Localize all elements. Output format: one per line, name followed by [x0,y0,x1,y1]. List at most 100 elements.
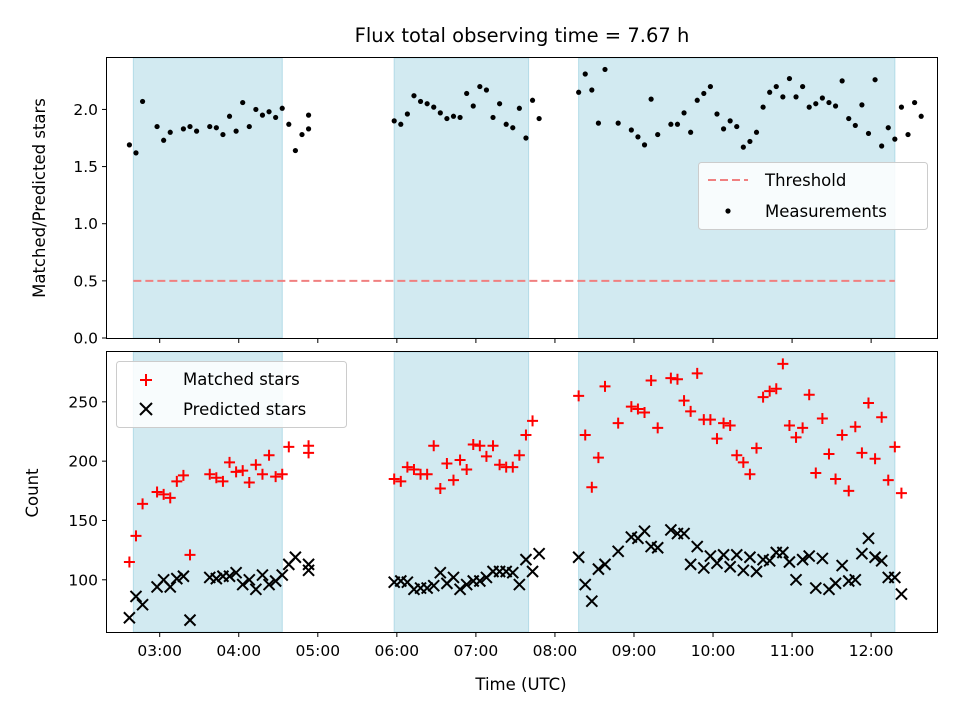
flux-ratio-panel: 0.00.51.01.52.0 Matched/Predicted stars … [30,57,938,348]
measurement-point [266,109,272,115]
matched-star-point [480,450,492,462]
matched-star-point [830,473,842,485]
measurement-point [589,87,595,93]
predicted-star-point [849,573,862,587]
matched-star-point [685,405,697,417]
bottom-y-axis-label: Count [23,468,42,518]
matched-star-point [527,415,539,427]
matched-star-point [487,440,499,452]
top-legend: Threshold Measurements [698,162,928,230]
predicted-star-point [664,523,678,537]
y-tick-label: 1.0 [73,215,98,233]
measurement-point [786,75,793,82]
predicted-star-point [164,580,177,594]
matched-star-point [639,407,651,419]
x-tick-label: 11:00 [770,642,815,660]
measurement-point [826,99,832,106]
predicted-star-point [460,578,473,591]
matched-star-point [137,498,149,510]
matched-star-point [711,433,723,445]
predicted-star-point [526,565,539,578]
measurement-point [707,83,713,90]
predicted-star-point [223,570,236,583]
matched-stars-points [123,358,907,568]
predicted-star-point [776,546,790,559]
matched-star-point [895,487,907,499]
measurement-point [714,111,720,117]
y-tick-label: 1.5 [73,158,98,176]
bottom-axes-frame [106,351,938,633]
measurement-point [431,104,437,110]
predicted-star-point [229,566,243,579]
measurement-point [477,83,483,90]
matched-star-point [764,385,776,397]
matched-star-point [889,441,901,453]
measurement-point [681,110,687,116]
y-tick-label: 0.0 [73,330,98,348]
legend-measurements-label: Measurements [765,202,887,221]
matched-star-point [797,422,809,434]
matched-star-point [599,380,611,392]
measurement-point [444,115,450,122]
measurement-point [457,114,463,121]
predicted-star-point [611,545,625,558]
measurement-point [497,101,503,107]
measurement-point [240,99,246,106]
matched-star-point [632,403,644,415]
predicted-star-point [691,540,704,553]
matched-star-point [395,475,407,487]
measurement-point [450,113,457,119]
measurement-point [259,112,266,118]
measurement-point [806,104,812,110]
predicted-stars-points [123,523,908,627]
matched-star-point [757,391,769,403]
matched-star-point [130,530,142,542]
measurement-point [417,98,424,105]
x-tick-label: 06:00 [375,642,420,660]
measurement-point [688,129,694,135]
matched-star-point [810,467,822,479]
predicted-star-point [868,551,882,564]
matched-star-point [869,453,881,465]
measurement-point [793,94,799,100]
predicted-star-point [677,527,691,540]
matched-star-point [177,469,189,481]
measurement-point [595,120,602,126]
matched-star-point [256,468,268,480]
matched-star-point [164,492,176,504]
predicted-star-point [737,564,750,577]
measurement-point [641,142,648,148]
predicted-star-point [453,583,467,596]
bottom-x-axis-label: Time (UTC) [474,675,566,694]
measurement-point [800,83,806,90]
y-tick-label: 100 [68,571,98,589]
y-tick-label: 150 [68,512,98,530]
measurement-point [305,112,312,118]
matched-star-point [592,452,604,464]
matched-star-point [704,414,716,426]
predicted-star-point [783,555,796,569]
x-tick-label: 03:00 [137,642,182,660]
matched-star-point [243,477,255,489]
predicted-star-point [730,548,743,562]
predicted-star-point [532,547,546,560]
matched-star-point [428,440,440,452]
predicted-star-point [572,551,585,564]
matched-star-point [494,459,506,471]
predicted-star-point [598,558,612,571]
predicted-star-point [585,594,599,608]
predicted-star-point [249,583,263,596]
measurement-point [648,96,654,102]
predicted-star-point [210,572,223,585]
measurement-point [694,97,700,103]
measurement-point [233,128,239,134]
matched-star-point [843,485,855,497]
matched-star-point [671,373,683,385]
matched-star-point [625,401,637,413]
measurement-points [126,66,924,156]
measurement-point [819,95,825,101]
matched-star-point [731,449,743,461]
observing-interval-3 [578,351,896,633]
predicted-star-point [723,560,737,573]
measurement-point [536,115,542,122]
